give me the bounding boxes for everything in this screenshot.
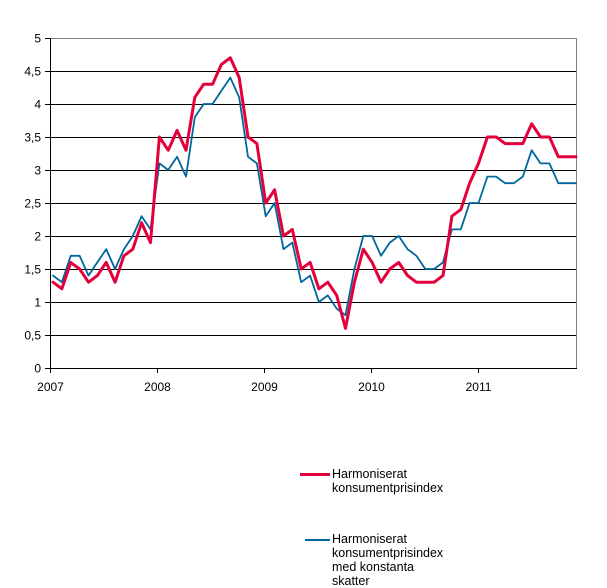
- chart-canvas: 0 0,5 1 1,5 2 2,5 3 3,5 4 4,5 5 2007 2008 2009 2010 201…: [24, 32, 578, 394]
- y-tick-label: 1,5: [24, 263, 41, 277]
- gridlines: [50, 71, 576, 336]
- x-tick-label: 2010: [358, 380, 385, 394]
- y-axis: 0 0,5 1 1,5 2 2,5 3 3,5 4 4,5 5: [24, 32, 51, 376]
- line-chart: 0 0,5 1 1,5 2 2,5 3 3,5 4 4,5 5 2007 2008 2009 2010 201…: [24, 32, 578, 588]
- y-tick-label: 4: [34, 98, 41, 112]
- x-tick-label: 2009: [251, 380, 278, 394]
- y-tick-label: 0: [34, 362, 41, 376]
- y-tick-label: 2,5: [24, 197, 41, 211]
- legend-item-hicp-constant-taxes: Harmoniserat konsumentprisindex med kons…: [305, 532, 444, 588]
- legend-label-hicp: Harmoniserat konsumentprisindex: [332, 467, 444, 495]
- series-line-hicp-constant-taxes: [52, 76, 577, 317]
- legend-label-hicp-constant-taxes: Harmoniserat konsumentprisindex med kons…: [332, 532, 444, 588]
- y-tick-label: 3,5: [24, 131, 41, 145]
- y-tick-label: 2: [34, 230, 41, 244]
- legend-swatch-blue: [305, 539, 330, 541]
- x-axis: 2007 2008 2009 2010 2011: [37, 368, 577, 394]
- y-tick-label: 3: [34, 164, 41, 178]
- x-tick-label: 2007: [37, 380, 64, 394]
- y-tick-label: 1: [34, 296, 41, 310]
- x-tick-label: 2011: [466, 380, 492, 394]
- y-tick-label: 0,5: [24, 329, 41, 343]
- series-line-hicp: [51, 56, 578, 330]
- legend-swatch-red: [300, 473, 330, 476]
- legend-item-hicp: Harmoniserat konsumentprisindex: [300, 467, 444, 495]
- y-tick-label: 5: [34, 32, 41, 46]
- x-tick-label: 2008: [144, 380, 171, 394]
- y-tick-label: 4,5: [24, 65, 41, 79]
